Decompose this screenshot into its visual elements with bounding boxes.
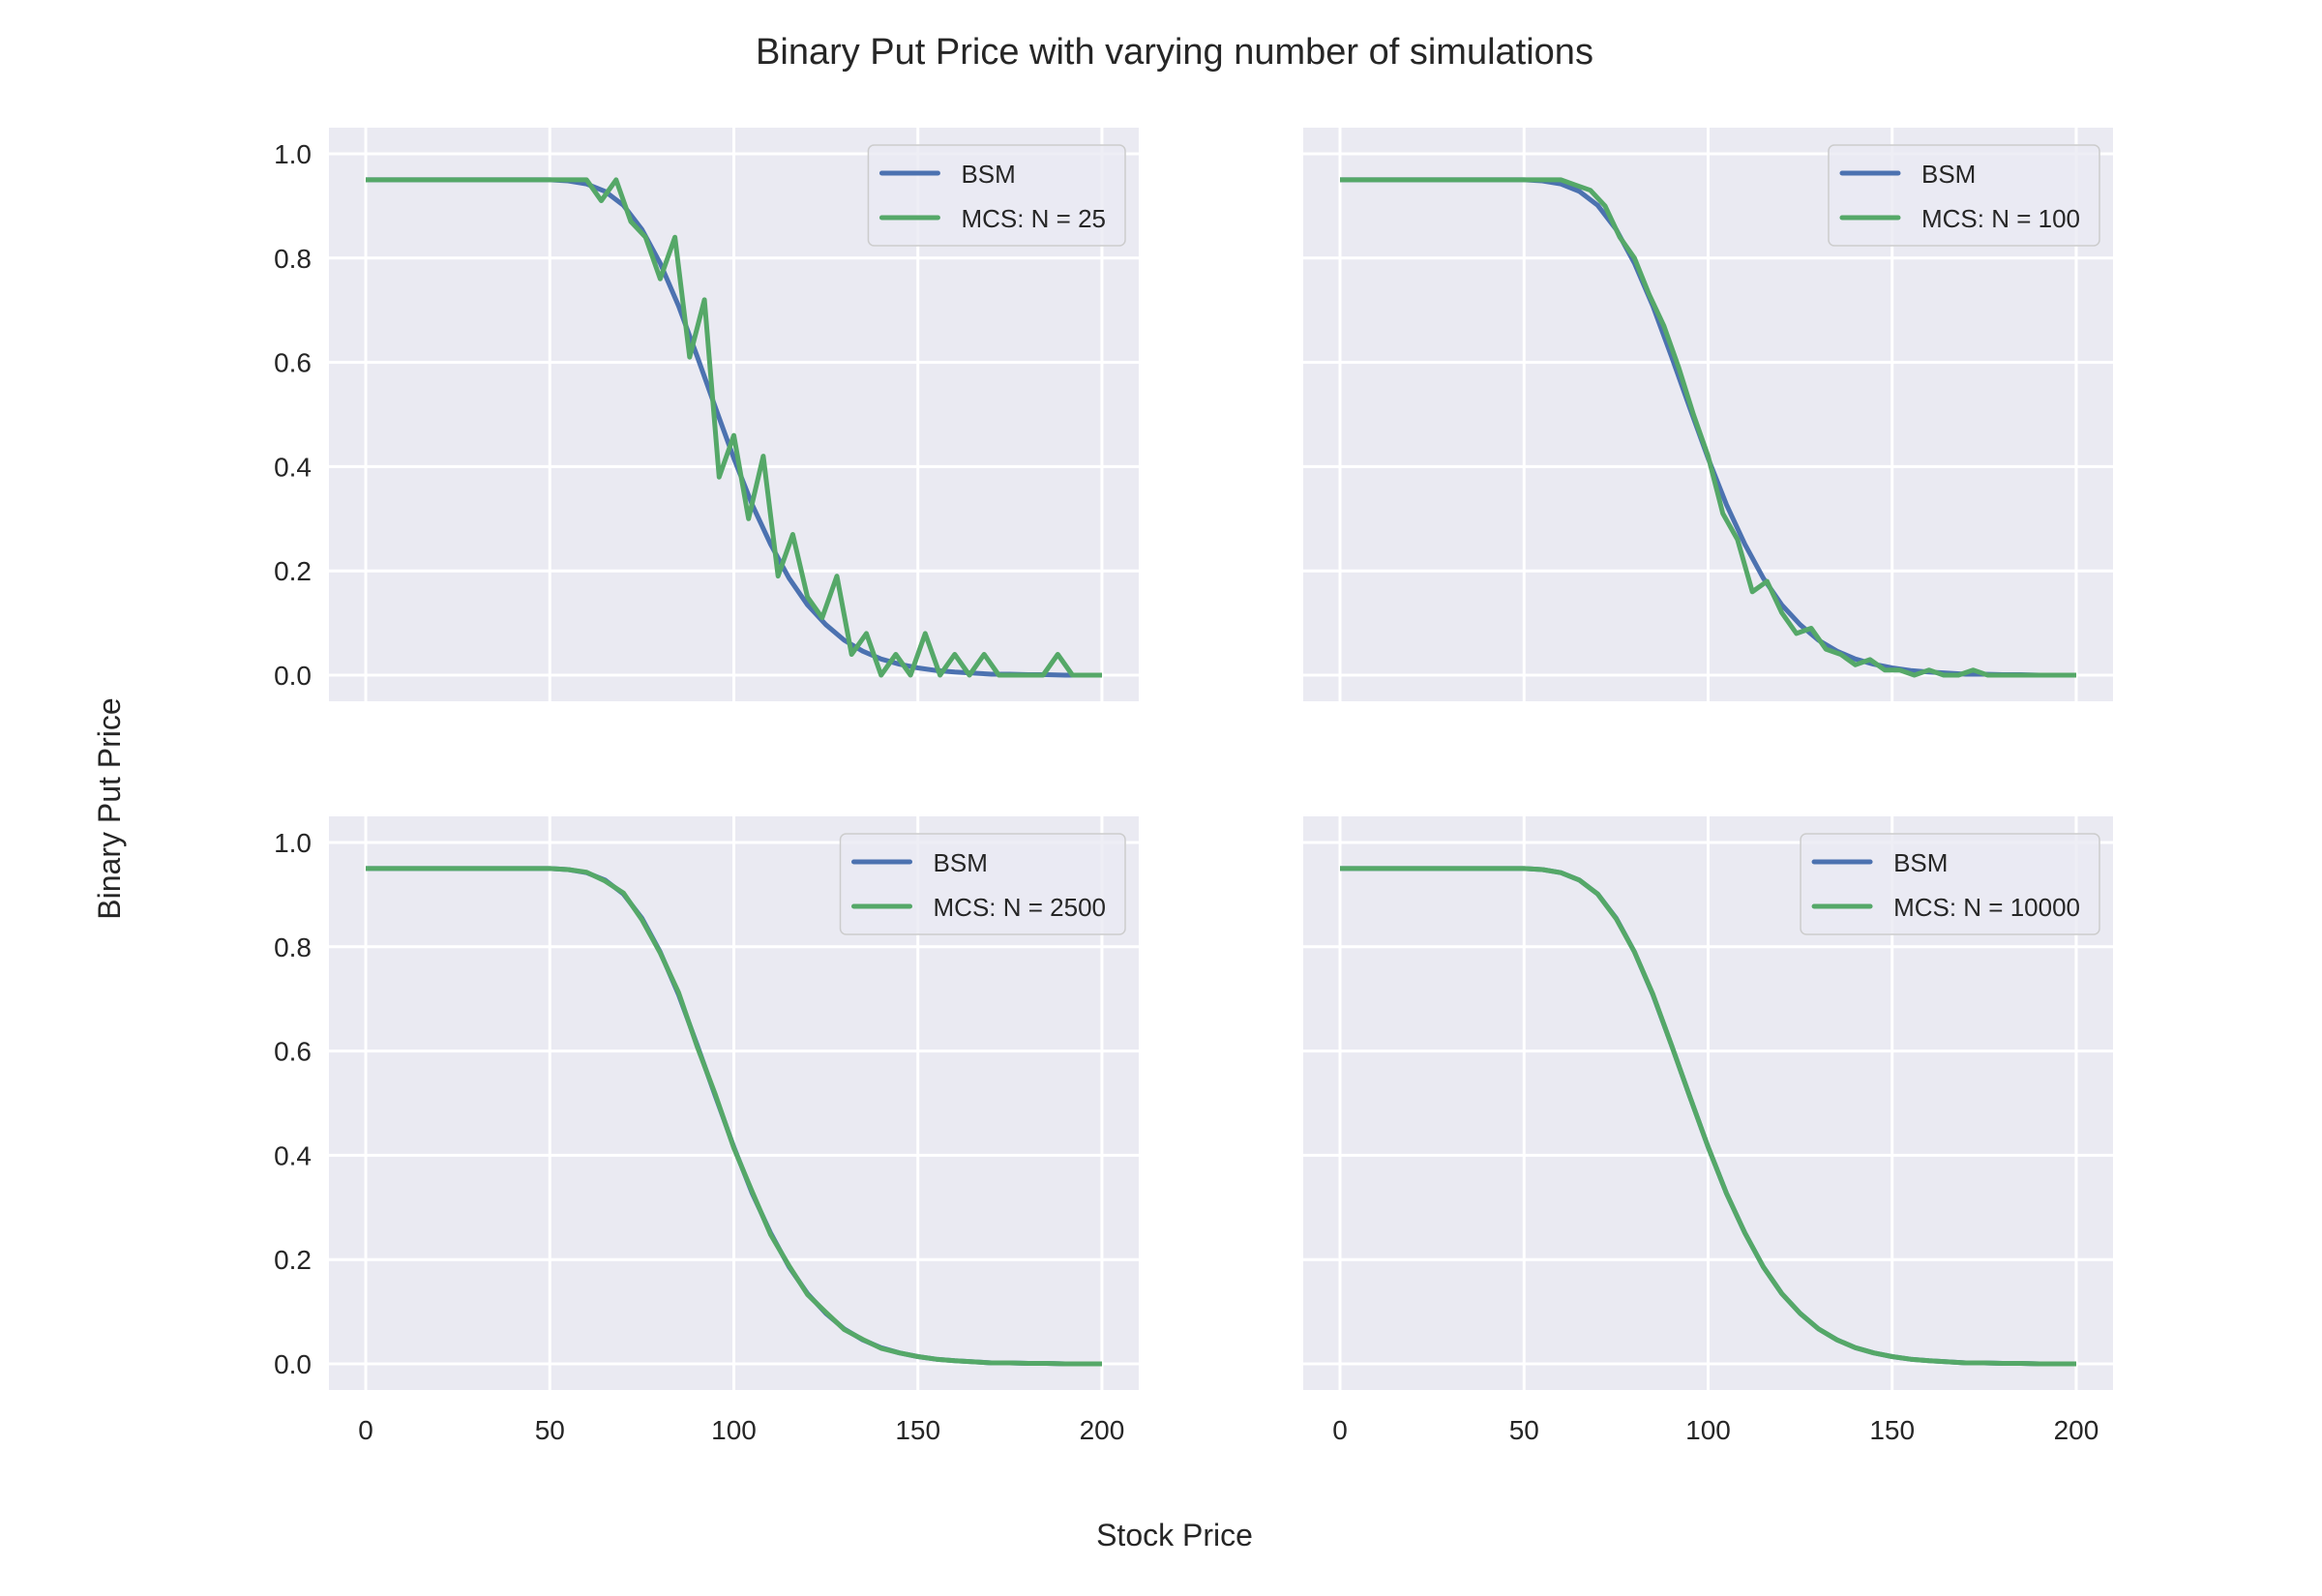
y-axis-label: Binary Put Price xyxy=(92,697,127,919)
legend-box xyxy=(867,144,1126,247)
legend-bsm-label: BSM xyxy=(1921,160,1976,189)
mcs-line xyxy=(1340,866,2076,1367)
y-tick-label: 0.6 xyxy=(274,348,312,378)
y-tick-label: 0.8 xyxy=(274,932,312,962)
y-tick-label: 0.2 xyxy=(274,556,312,586)
x-tick-label: 100 xyxy=(711,1415,757,1445)
y-tick-label: 1.0 xyxy=(274,828,312,858)
x-tick-label: 0 xyxy=(1332,1415,1348,1445)
legend-box xyxy=(1828,144,2100,247)
y-tick-label: 1.0 xyxy=(274,139,312,169)
x-tick-label: 200 xyxy=(1080,1415,1125,1445)
legend: BSM MCS: N = 100 xyxy=(1828,144,2100,247)
legend-bsm-label: BSM xyxy=(1893,848,1948,877)
legend-bsm-label: BSM xyxy=(961,160,1015,189)
legend-mcs-label: MCS: N = 2500 xyxy=(934,893,1106,922)
legend: BSM MCS: N = 2500 xyxy=(839,833,1126,935)
subplot-3: 0 50 100 150 200 0.0 0.2 0.4 0.6 0.8 1.0 BSM MCS: N … xyxy=(274,816,1139,1445)
legend-mcs-label: MCS: N = 25 xyxy=(961,204,1106,233)
x-axis-label: Stock Price xyxy=(1096,1518,1253,1552)
mcs-line xyxy=(366,177,1102,678)
subplot-2: BSM MCS: N = 100 xyxy=(1303,128,2113,701)
legend-mcs-label: MCS: N = 100 xyxy=(1921,204,2080,233)
y-tick-label: 0.4 xyxy=(274,1140,312,1170)
y-tick-label: 0.0 xyxy=(274,1349,312,1379)
legend-mcs-label: MCS: N = 10000 xyxy=(1893,893,2080,922)
legend-box xyxy=(839,833,1126,935)
mcs-line xyxy=(1340,177,2076,678)
subplot-4: 0 50 100 150 200 BSM MCS: N = 10000 xyxy=(1303,816,2113,1445)
x-tick-label: 50 xyxy=(535,1415,565,1445)
legend-bsm-label: BSM xyxy=(934,848,988,877)
x-tick-label: 50 xyxy=(1509,1415,1539,1445)
chart-title: Binary Put Price with varying number of … xyxy=(756,32,1593,73)
y-tick-label: 0.2 xyxy=(274,1245,312,1275)
y-tick-label: 0.4 xyxy=(274,452,312,482)
subplot-1: 0.0 0.2 0.4 0.6 0.8 1.0 BSM MCS: N = 25 xyxy=(274,128,1139,701)
legend-box xyxy=(1800,833,2100,935)
x-tick-label: 200 xyxy=(2054,1415,2099,1445)
y-tick-label: 0.6 xyxy=(274,1037,312,1067)
y-tick-label: 0.0 xyxy=(274,661,312,691)
legend: BSM MCS: N = 10000 xyxy=(1800,833,2100,935)
x-tick-label: 150 xyxy=(895,1415,940,1445)
y-tick-label: 0.8 xyxy=(274,244,312,274)
legend: BSM MCS: N = 25 xyxy=(867,144,1126,247)
mcs-line xyxy=(366,866,1102,1367)
x-tick-label: 100 xyxy=(1685,1415,1731,1445)
x-tick-label: 150 xyxy=(1869,1415,1915,1445)
x-tick-label: 0 xyxy=(358,1415,373,1445)
